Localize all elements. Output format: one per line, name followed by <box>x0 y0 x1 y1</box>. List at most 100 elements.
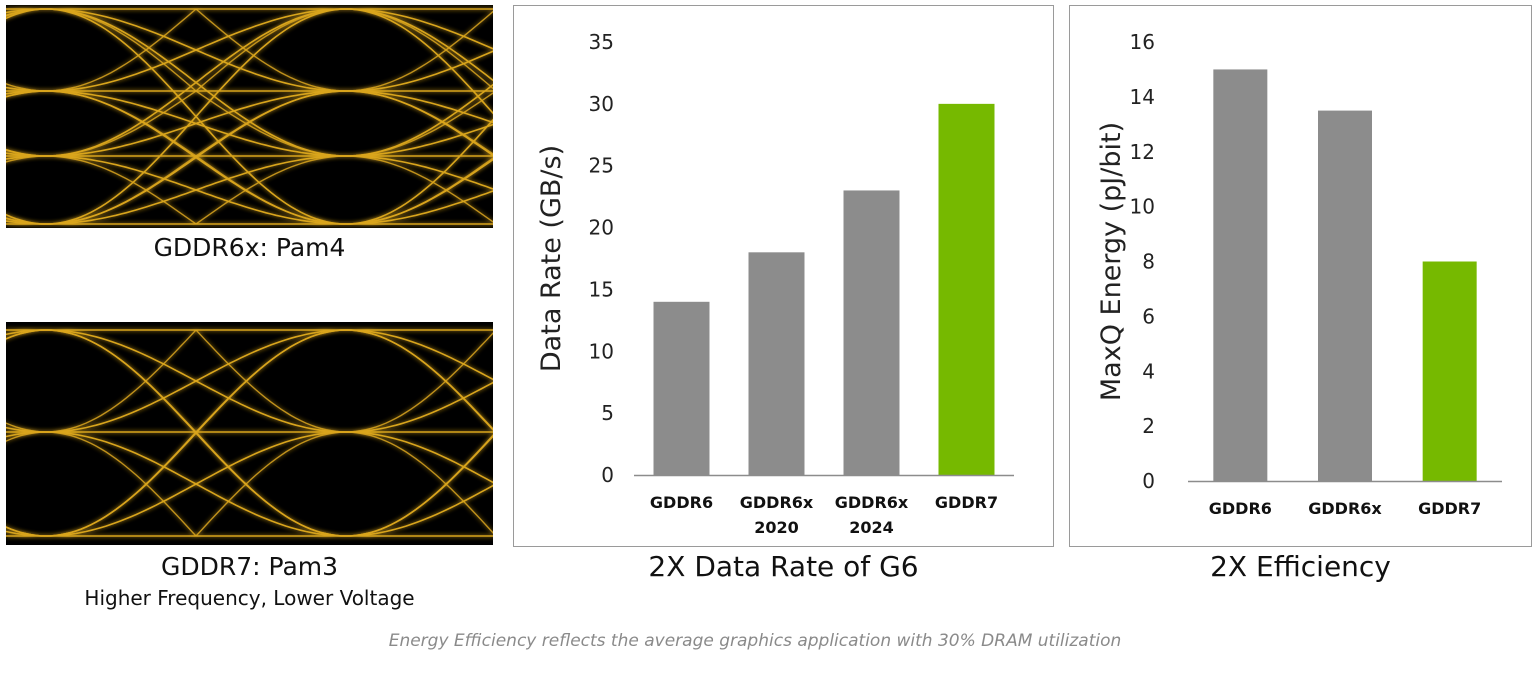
efficiency-chart-panel: 0 2 4 6 8 10 12 14 16 MaxQ Energy (pJ/bit) GDDR6 GD… <box>1069 5 1532 547</box>
energy-bar <box>1422 261 1477 481</box>
energy-category-label: GDDR7 <box>1418 499 1481 518</box>
pam3-transition-curve <box>6 426 47 433</box>
pam4-transition-curve <box>6 152 46 157</box>
pam3-trace-group <box>6 329 493 537</box>
energy-bar <box>1318 110 1372 481</box>
pam4-transition-curve <box>6 8 47 17</box>
energy-category-label: GDDR6 <box>1209 499 1272 518</box>
rate-ytick-label: 35 <box>589 30 614 54</box>
pam4-transition-curve <box>345 8 493 82</box>
pam4-transition-curve <box>6 8 47 14</box>
rate-category-label: 2024 <box>849 518 894 537</box>
rate-ytick-label: 30 <box>589 92 614 116</box>
rate-ytick-label: 25 <box>589 154 614 178</box>
pam4-transition-curve <box>6 90 46 95</box>
pam3-hold-arc <box>195 329 493 433</box>
pam3-transition-curve <box>345 329 493 381</box>
pam4-transition-curve <box>345 8 493 50</box>
pam3-transition-curve <box>345 431 493 484</box>
pam4-eye-diagram <box>6 5 493 228</box>
pam3-subcaption-text: Higher Frequency, Lower Voltage <box>84 586 415 610</box>
pam3-caption-text: GDDR7: Pam3 <box>160 552 339 581</box>
pam3-hold-arc <box>6 329 197 433</box>
data-rate-chart: 0 5 10 15 20 25 30 35 Data Rate (GB/s) GDDR6 GDDR6… <box>536 30 1014 537</box>
pam4-transition-curve <box>346 123 493 157</box>
energy-ytick-label: 10 <box>1130 195 1155 219</box>
rate-category-label: GDDR7 <box>935 493 998 512</box>
energy-ytick-label: 14 <box>1130 85 1155 109</box>
pam3-caption: GDDR7: Pam3 <box>6 552 493 581</box>
efficiency-chart-title-text: 2X Efficiency <box>1210 550 1391 583</box>
pam4-hold-arc <box>6 90 197 157</box>
pam4-transition-curve <box>6 213 47 225</box>
data-rate-chart-title: 2X Data Rate of G6 <box>513 550 1054 583</box>
energy-category-label: GDDR6x <box>1308 499 1382 518</box>
pam4-transition-curve <box>45 8 347 157</box>
rate-ytick-label: 20 <box>589 216 614 240</box>
rate-ylabel: Data Rate (GB/s) <box>536 145 567 372</box>
pam4-transition-curve <box>346 90 493 124</box>
pam3-subcaption: Higher Frequency, Lower Voltage <box>6 586 493 610</box>
pam4-transition-curve <box>6 86 47 92</box>
pam3-hold-arc <box>6 431 197 537</box>
pam3-hold-arc <box>195 431 493 537</box>
rate-ytick-label: 15 <box>589 277 614 301</box>
pam4-hold-arc <box>6 155 197 225</box>
pam3-hold-arc <box>195 431 493 537</box>
pam3-eye-diagram <box>6 322 493 545</box>
energy-ytick-label: 16 <box>1130 30 1155 54</box>
pam3-transition-curve <box>6 329 47 336</box>
pam3-eye-traces <box>6 329 493 537</box>
rate-category-label: GDDR6x <box>835 493 909 512</box>
pam4-eye-traces <box>6 8 493 225</box>
rate-ytick-label: 10 <box>589 339 614 363</box>
pam4-transition-curve <box>345 8 493 115</box>
energy-ytick-label: 0 <box>1142 469 1155 493</box>
pam4-hold-arc <box>195 90 493 157</box>
pam4-transition-curve <box>46 155 346 225</box>
rate-bar <box>938 103 995 475</box>
rate-ytick-label: 0 <box>601 463 614 487</box>
pam4-hold-arc <box>6 155 197 225</box>
efficiency-chart-title: 2X Efficiency <box>1069 550 1532 583</box>
energy-ytick-label: 8 <box>1142 250 1155 274</box>
energy-bar <box>1213 69 1268 481</box>
pam4-transition-curve <box>346 155 493 190</box>
efficiency-chart: 0 2 4 6 8 10 12 14 16 MaxQ Energy (pJ/bit) GDDR6 GD… <box>1096 30 1502 518</box>
pam3-hold-arc <box>195 329 493 433</box>
data-rate-chart-panel: 0 5 10 15 20 25 30 35 Data Rate (GB/s) GDDR6 GDDR6… <box>513 5 1054 547</box>
energy-ytick-label: 12 <box>1130 140 1155 164</box>
footnote-text: Energy Efficiency reflects the average g… <box>388 631 1122 651</box>
data-rate-chart-title-text: 2X Data Rate of G6 <box>648 550 919 583</box>
footnote: Energy Efficiency reflects the average g… <box>0 631 1510 651</box>
pam3-transition-curve <box>6 530 47 537</box>
energy-ytick-label: 4 <box>1142 359 1155 383</box>
pam4-trace-group <box>6 8 493 225</box>
pam4-transition-curve <box>345 118 493 225</box>
rate-bar <box>843 190 900 475</box>
pam4-caption: GDDR6x: Pam4 <box>6 233 493 262</box>
pam4-transition-curve <box>6 220 46 225</box>
pam4-transition-curve <box>6 8 47 20</box>
energy-ytick-label: 2 <box>1142 414 1155 438</box>
pam4-hold-arc <box>195 8 493 92</box>
pam4-transition-curve <box>345 50 493 92</box>
pam3-transition-curve <box>345 381 493 433</box>
pam4-caption-text: GDDR6x: Pam4 <box>153 233 346 262</box>
rate-category-label: GDDR6x <box>740 493 814 512</box>
pam3-transition-curve <box>345 484 493 537</box>
pam3-transition-curve <box>6 431 47 438</box>
rate-bar <box>653 301 710 475</box>
pam3-transition-curve <box>45 431 347 537</box>
rate-category-label: GDDR6 <box>650 493 713 512</box>
pam3-hold-arc <box>6 329 197 433</box>
rate-bar <box>748 252 805 475</box>
pam4-hold-arc <box>195 155 493 225</box>
pam4-transition-curve <box>45 90 347 225</box>
pam4-transition-curve <box>346 190 493 225</box>
rate-category-label: 2020 <box>754 518 799 537</box>
energy-ylabel: MaxQ Energy (pJ/bit) <box>1096 122 1127 401</box>
pam4-transition-curve <box>6 148 47 157</box>
energy-ytick-label: 6 <box>1142 304 1155 328</box>
pam4-hold-arc <box>6 90 197 157</box>
